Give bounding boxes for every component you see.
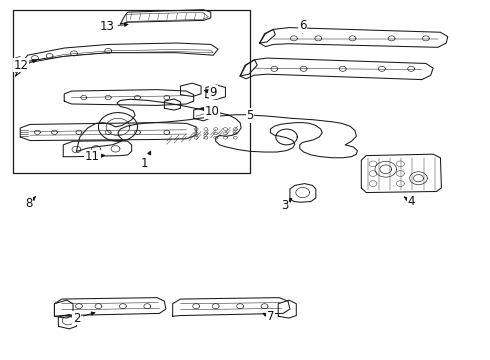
Text: 12: 12 bbox=[14, 59, 36, 72]
Text: 5: 5 bbox=[246, 108, 254, 122]
Text: 8: 8 bbox=[25, 197, 35, 210]
Text: 4: 4 bbox=[404, 195, 415, 208]
Text: 2: 2 bbox=[73, 311, 95, 325]
Text: 7: 7 bbox=[263, 310, 274, 324]
Bar bbox=[13, 10, 250, 173]
Text: 11: 11 bbox=[85, 150, 104, 163]
Text: 13: 13 bbox=[100, 20, 128, 33]
Text: 6: 6 bbox=[299, 19, 306, 33]
Text: 3: 3 bbox=[281, 199, 292, 212]
Text: 1: 1 bbox=[141, 151, 151, 170]
Text: 9: 9 bbox=[204, 86, 217, 99]
Text: 10: 10 bbox=[201, 105, 219, 118]
